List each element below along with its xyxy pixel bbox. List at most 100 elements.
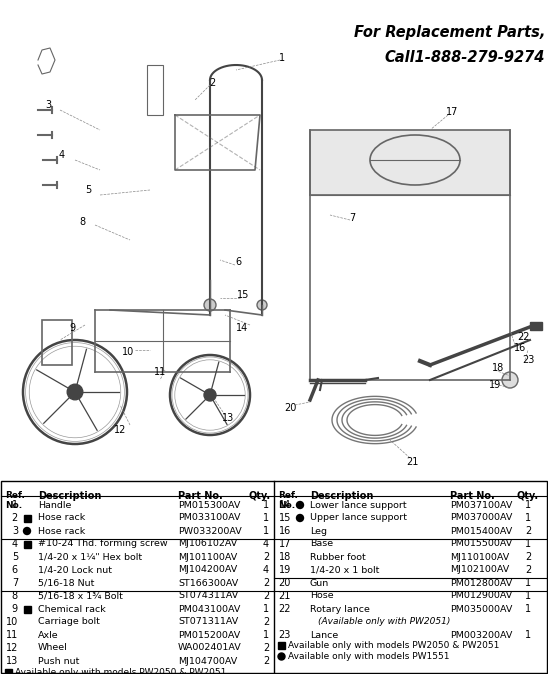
Text: 1: 1: [525, 513, 531, 523]
Text: MJ104700AV: MJ104700AV: [178, 656, 237, 665]
Text: 1/4-20 x 1 bolt: 1/4-20 x 1 bolt: [310, 565, 379, 574]
Text: MJ106102AV: MJ106102AV: [178, 539, 237, 549]
Text: Ref.
No.: Ref. No.: [278, 491, 298, 510]
Text: 20: 20: [284, 403, 296, 413]
Text: #10-24 Thd. forming screw: #10-24 Thd. forming screw: [38, 539, 168, 549]
Text: 2: 2: [263, 656, 269, 666]
Text: 11: 11: [154, 367, 166, 377]
Text: 22: 22: [518, 332, 530, 342]
Text: 2: 2: [525, 526, 531, 536]
Text: 22: 22: [278, 604, 291, 614]
Text: 4: 4: [12, 539, 18, 549]
Text: PM012800AV: PM012800AV: [450, 578, 512, 588]
Text: 2: 2: [525, 565, 531, 575]
Text: Base: Base: [310, 539, 333, 549]
Text: 1: 1: [263, 500, 269, 510]
Text: PM037100AV: PM037100AV: [450, 501, 512, 510]
Text: 14: 14: [279, 500, 291, 510]
Text: 13: 13: [5, 656, 18, 666]
Text: 9: 9: [69, 323, 75, 333]
Text: PM003200AV: PM003200AV: [450, 630, 512, 640]
Text: 19: 19: [489, 380, 501, 390]
Text: 5: 5: [12, 552, 18, 562]
Text: 2: 2: [263, 591, 269, 601]
Bar: [42, 320, 72, 365]
Text: 1: 1: [263, 630, 269, 640]
Text: 1: 1: [525, 539, 531, 549]
Text: PM035000AV: PM035000AV: [450, 605, 512, 613]
Text: 1: 1: [525, 578, 531, 588]
Text: PM033100AV: PM033100AV: [178, 514, 241, 522]
Text: For Replacement Parts,: For Replacement Parts,: [353, 25, 545, 40]
Text: Available only with models PW2050 & PW2051: Available only with models PW2050 & PW20…: [15, 668, 226, 674]
Text: 1: 1: [525, 604, 531, 614]
Bar: [24, 514, 31, 522]
Text: Handle: Handle: [38, 501, 71, 510]
Text: 1/4-20 x 1¼" Hex bolt: 1/4-20 x 1¼" Hex bolt: [38, 553, 142, 561]
Text: 2: 2: [209, 78, 215, 88]
Text: Push nut: Push nut: [38, 656, 79, 665]
Text: Axle: Axle: [38, 630, 59, 640]
Text: Rotary lance: Rotary lance: [310, 605, 370, 613]
Text: Lance: Lance: [310, 630, 338, 640]
Text: Qty.: Qty.: [249, 491, 271, 501]
Text: 14: 14: [236, 323, 248, 333]
Text: 18: 18: [492, 363, 504, 373]
Text: 20: 20: [278, 578, 291, 588]
Circle shape: [24, 528, 31, 534]
Text: Call1-888-279-9274: Call1-888-279-9274: [385, 50, 545, 65]
Text: 6: 6: [12, 565, 18, 575]
Text: 9: 9: [12, 604, 18, 614]
Text: 1: 1: [12, 500, 18, 510]
Text: 1: 1: [263, 604, 269, 614]
Text: Hose rack: Hose rack: [38, 514, 85, 522]
Text: ST071311AV: ST071311AV: [178, 617, 238, 627]
Text: 8: 8: [12, 591, 18, 601]
Text: PM015500AV: PM015500AV: [450, 539, 512, 549]
Text: 5/16-18 Nut: 5/16-18 Nut: [38, 578, 94, 588]
Text: MJ104200AV: MJ104200AV: [178, 565, 237, 574]
Circle shape: [502, 372, 518, 388]
Text: 21: 21: [278, 591, 291, 601]
Text: 1: 1: [279, 53, 285, 63]
Text: Chemical rack: Chemical rack: [38, 605, 106, 613]
Circle shape: [204, 389, 216, 401]
Bar: [24, 605, 31, 613]
Text: 1: 1: [525, 500, 531, 510]
Text: WA002401AV: WA002401AV: [178, 644, 242, 652]
Text: 8: 8: [79, 217, 85, 227]
Text: PM037000AV: PM037000AV: [450, 514, 512, 522]
Text: 12: 12: [5, 643, 18, 653]
Text: 1: 1: [525, 630, 531, 640]
Text: 5/16-18 x 1¾ Bolt: 5/16-18 x 1¾ Bolt: [38, 592, 123, 601]
Text: Gun: Gun: [310, 578, 329, 588]
Text: MJ102100AV: MJ102100AV: [450, 565, 509, 574]
Bar: [24, 541, 31, 547]
Text: 2: 2: [263, 643, 269, 653]
Text: ST074311AV: ST074311AV: [178, 592, 238, 601]
Text: 3: 3: [45, 100, 51, 110]
Circle shape: [296, 514, 304, 522]
Text: PM015400AV: PM015400AV: [450, 526, 512, 536]
Text: 6: 6: [235, 257, 241, 267]
Text: Hose: Hose: [310, 592, 334, 601]
Text: 1: 1: [263, 526, 269, 536]
Text: PM043100AV: PM043100AV: [178, 605, 241, 613]
Text: 17: 17: [278, 539, 291, 549]
Text: Leg: Leg: [310, 526, 327, 536]
Text: PM012900AV: PM012900AV: [450, 592, 512, 601]
Bar: [5, 669, 12, 674]
Text: 2: 2: [525, 552, 531, 562]
Text: PW033200AV: PW033200AV: [178, 526, 242, 536]
Text: 19: 19: [279, 565, 291, 575]
Text: 7: 7: [12, 578, 18, 588]
Text: MJ101100AV: MJ101100AV: [178, 553, 237, 561]
Text: 4: 4: [59, 150, 65, 160]
Text: Available only with models PW1551: Available only with models PW1551: [288, 652, 449, 661]
Text: 1: 1: [263, 513, 269, 523]
Text: Qty.: Qty.: [517, 491, 539, 501]
Text: 2: 2: [12, 513, 18, 523]
Text: 13: 13: [222, 413, 234, 423]
Text: 1/4-20 Lock nut: 1/4-20 Lock nut: [38, 565, 112, 574]
Text: 10: 10: [5, 617, 18, 627]
